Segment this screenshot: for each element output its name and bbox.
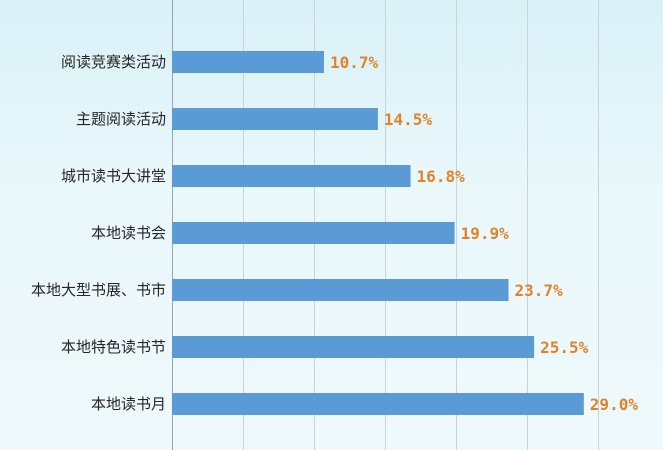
category-label: 主题阅读活动 — [76, 110, 166, 128]
bar — [172, 393, 584, 415]
bars — [172, 51, 584, 415]
category-label: 本地特色读书节 — [61, 338, 166, 356]
bar — [172, 165, 411, 187]
category-label: 阅读竞赛类活动 — [61, 53, 166, 71]
category-label: 本地读书会 — [91, 224, 166, 242]
value-labels: 10.7% 14.5% 16.8% 19.9% 23.7% 25.5% 29.0% — [330, 53, 638, 414]
bar — [172, 279, 509, 301]
bar — [172, 336, 535, 358]
value-label: 19.9% — [461, 224, 510, 243]
bar — [172, 51, 324, 73]
value-label: 25.5% — [540, 338, 589, 357]
bar — [172, 108, 378, 130]
category-labels: 阅读竞赛类活动主题阅读活动城市读书大讲堂本地读书会本地大型书展、书市本地特色读书… — [31, 53, 166, 413]
category-label: 本地读书月 — [91, 395, 166, 413]
bar — [172, 222, 455, 244]
value-label: 14.5% — [384, 110, 433, 129]
value-label: 16.8% — [417, 167, 466, 186]
category-label: 本地大型书展、书市 — [31, 281, 166, 299]
value-label: 29.0% — [590, 395, 639, 414]
category-label: 城市读书大讲堂 — [61, 167, 166, 185]
value-label: 10.7% — [330, 53, 379, 72]
value-label: 23.7% — [515, 281, 564, 300]
